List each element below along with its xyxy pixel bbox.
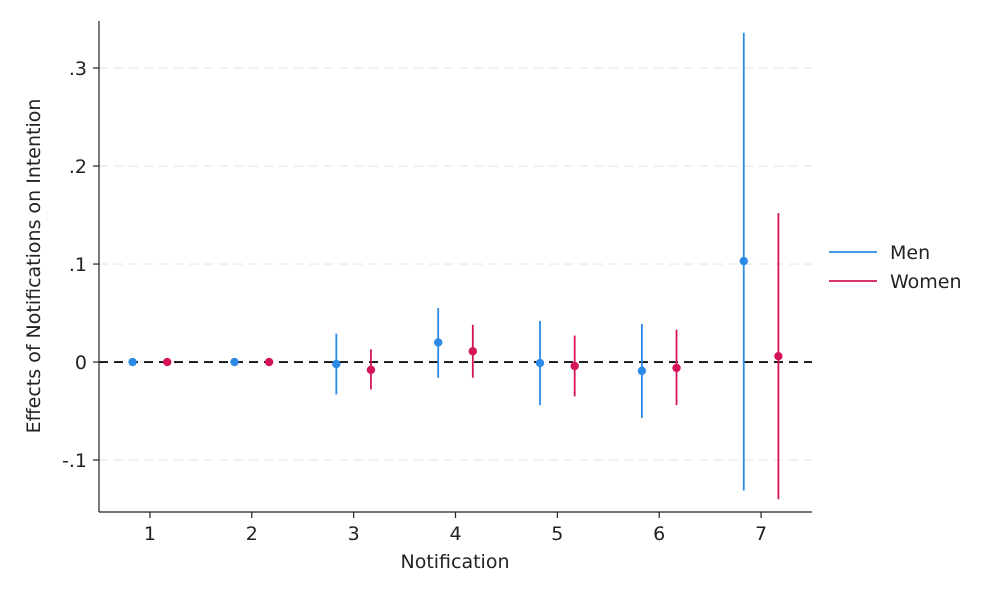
x-tick-label: 2 (246, 523, 258, 545)
y-tick-label: .1 (69, 254, 87, 276)
data-point (366, 365, 376, 375)
y-tick-label: -.1 (62, 450, 87, 472)
legend-label: Women (890, 271, 962, 293)
data-point (128, 357, 137, 367)
x-tick-label: 4 (449, 523, 461, 545)
data-point (570, 361, 579, 371)
data-point (774, 351, 783, 361)
data-point (230, 357, 239, 367)
data-point (739, 256, 748, 266)
data-point (163, 357, 172, 367)
x-tick-label: 5 (551, 523, 563, 545)
legend: Men Women (829, 242, 962, 293)
axes (98, 21, 812, 513)
data-point (332, 359, 341, 369)
y-axis-ticks: .3 .2 .1 0 -.1 (62, 58, 99, 472)
data-point (535, 358, 545, 368)
series-women (163, 213, 783, 500)
legend-label: Men (890, 242, 930, 264)
data-point (264, 357, 274, 367)
x-tick-label: 1 (144, 523, 156, 545)
data-point (468, 347, 478, 356)
x-tick-label: 7 (755, 523, 767, 545)
data-point (433, 338, 443, 347)
x-tick-label: 6 (653, 523, 665, 545)
data-point (672, 363, 681, 373)
grid-lines (99, 67, 812, 461)
data-point (637, 366, 647, 376)
x-tick-label: 3 (348, 523, 360, 545)
x-axis-title: Notification (400, 551, 509, 573)
x-axis-ticks: 1 2 3 4 5 6 7 (144, 512, 767, 545)
y-tick-label: .3 (69, 58, 87, 80)
y-axis-title: Effects of Notifications on Intention (23, 99, 45, 434)
y-tick-label: .2 (69, 156, 87, 178)
y-tick-label: 0 (75, 352, 87, 374)
series-men (128, 32, 748, 491)
series (128, 32, 783, 500)
